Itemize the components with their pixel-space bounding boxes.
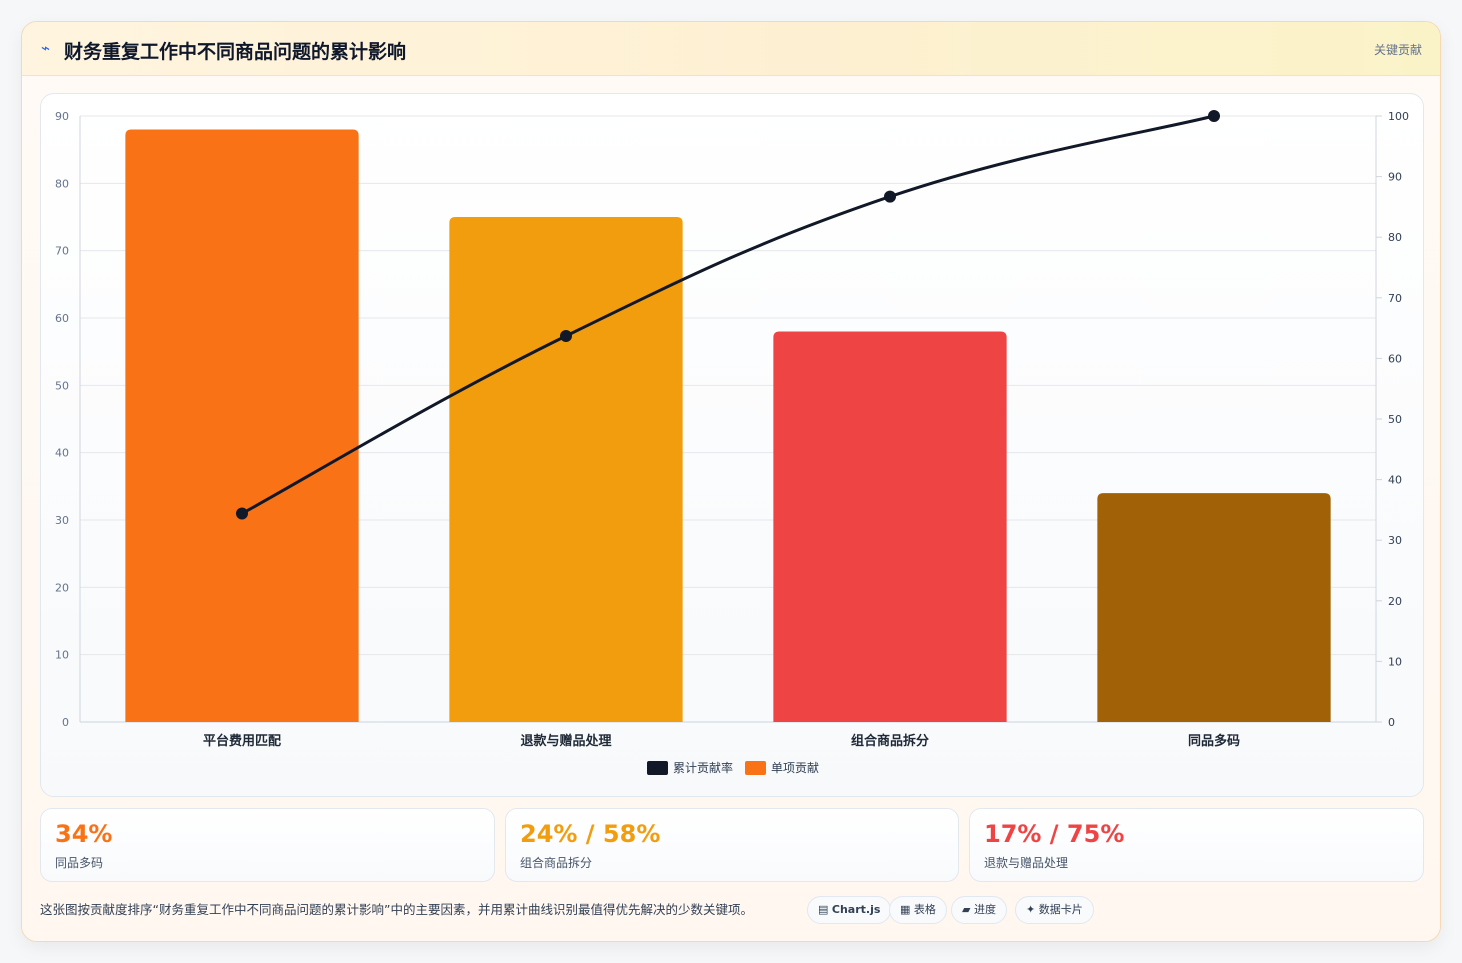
chip-label: 进度 <box>973 903 996 916</box>
kpi-card-1: 34% 同品多码 <box>40 808 495 882</box>
chart-card: ⌁ 财务重复工作中不同商品问题的累计影响 关键贡献 0 10 20 30 40 50 60 7… <box>21 21 1441 942</box>
card-header: ⌁ 财务重复工作中不同商品问题的累计影响 关键贡献 <box>22 22 1440 76</box>
line-point <box>884 190 896 203</box>
kpi-card-2: 24% / 58% 组合商品拆分 <box>505 808 959 882</box>
legend-label: 累计贡献率 <box>673 760 733 775</box>
cumulative-line <box>241 114 1215 515</box>
chip-table[interactable]: ▦ 表格 <box>889 896 947 924</box>
x-tick-label: 平台费用匹配 <box>203 733 281 749</box>
kpi-value: 34% <box>55 820 113 848</box>
bar <box>449 217 683 722</box>
legend-label: 单项贡献 <box>771 760 819 775</box>
y-left-tick-label: 70 <box>55 245 69 258</box>
kpi-label: 同品多码 <box>55 856 104 870</box>
x-tick-label: 同品多码 <box>1188 733 1240 749</box>
y-right-tick-label: 0 <box>1388 716 1395 729</box>
kpi-label: 退款与赠品处理 <box>984 856 1069 870</box>
chart-footnote: 这张图按贡献度排序“财务重复工作中不同商品问题的累计影响”中的主要因素，并用累计… <box>40 902 753 917</box>
chart-icon: ▤ <box>818 903 829 916</box>
y-right-tick-label: 60 <box>1388 352 1402 365</box>
header-tag[interactable]: 关键贡献 <box>1373 43 1422 57</box>
legend-swatch <box>647 761 668 775</box>
bar <box>1097 493 1331 722</box>
line-point <box>560 329 572 342</box>
y-left-tick-label: 30 <box>55 514 69 527</box>
chart-panel: 0 10 20 30 40 50 60 70 80 90 0 10 20 30 40 50 60 70 80 90 10… <box>40 93 1424 797</box>
y-right-tick-label: 50 <box>1388 413 1402 426</box>
y-left-tick-label: 40 <box>55 447 69 460</box>
x-tick-label: 组合商品拆分 <box>851 733 929 749</box>
y-right-tick-label: 20 <box>1388 595 1402 608</box>
bar <box>125 129 359 722</box>
chip-label: Chart.js <box>831 903 881 916</box>
kpi-label: 组合商品拆分 <box>520 856 593 870</box>
chip-chartjs[interactable]: ▤ Chart.js <box>807 896 892 924</box>
sparkle-icon: ✦ <box>1026 903 1036 916</box>
page-title: 财务重复工作中不同商品问题的累计影响 <box>64 41 407 63</box>
y-right-tick-label: 70 <box>1388 292 1402 305</box>
kpi-value: 17% / 75% <box>984 820 1125 848</box>
y-left-tick-label: 20 <box>55 581 69 594</box>
y-left-tick-label: 80 <box>55 177 69 190</box>
chip-label: 数据卡片 <box>1038 903 1083 916</box>
y-right-tick-label: 30 <box>1388 534 1402 547</box>
pareto-chart: 0 10 20 30 40 50 60 70 80 90 0 10 20 30 40 50 60 70 80 90 10… <box>55 110 1409 775</box>
progress-icon: ▰ <box>962 903 971 916</box>
legend-swatch <box>745 761 766 775</box>
y-left-tick-label: 90 <box>55 110 69 123</box>
kpi-card-3: 17% / 75% 退款与赠品处理 <box>969 808 1424 882</box>
y-right-tick-label: 100 <box>1388 110 1409 123</box>
y-left-tick-label: 10 <box>55 649 69 662</box>
table-icon: ▦ <box>900 903 911 916</box>
line-point <box>1208 110 1220 122</box>
y-right-tick-label: 90 <box>1388 171 1402 184</box>
kpi-value: 24% / 58% <box>520 820 661 848</box>
line-point <box>236 507 248 520</box>
chip-data-cards[interactable]: ✦ 数据卡片 <box>1015 896 1094 924</box>
y-right-tick-label: 80 <box>1388 231 1402 244</box>
y-left-tick-label: 0 <box>62 716 69 729</box>
bar <box>773 331 1007 722</box>
y-left-tick-label: 50 <box>55 379 69 392</box>
y-right-tick-label: 10 <box>1388 655 1402 668</box>
chip-label: 表格 <box>913 903 936 916</box>
y-left-tick-label: 60 <box>55 312 69 325</box>
pulse-icon: ⌁ <box>41 39 51 57</box>
x-tick-label: 退款与赠品处理 <box>520 733 611 749</box>
chip-progress[interactable]: ▰ 进度 <box>951 896 1007 924</box>
y-right-tick-label: 40 <box>1388 474 1402 487</box>
